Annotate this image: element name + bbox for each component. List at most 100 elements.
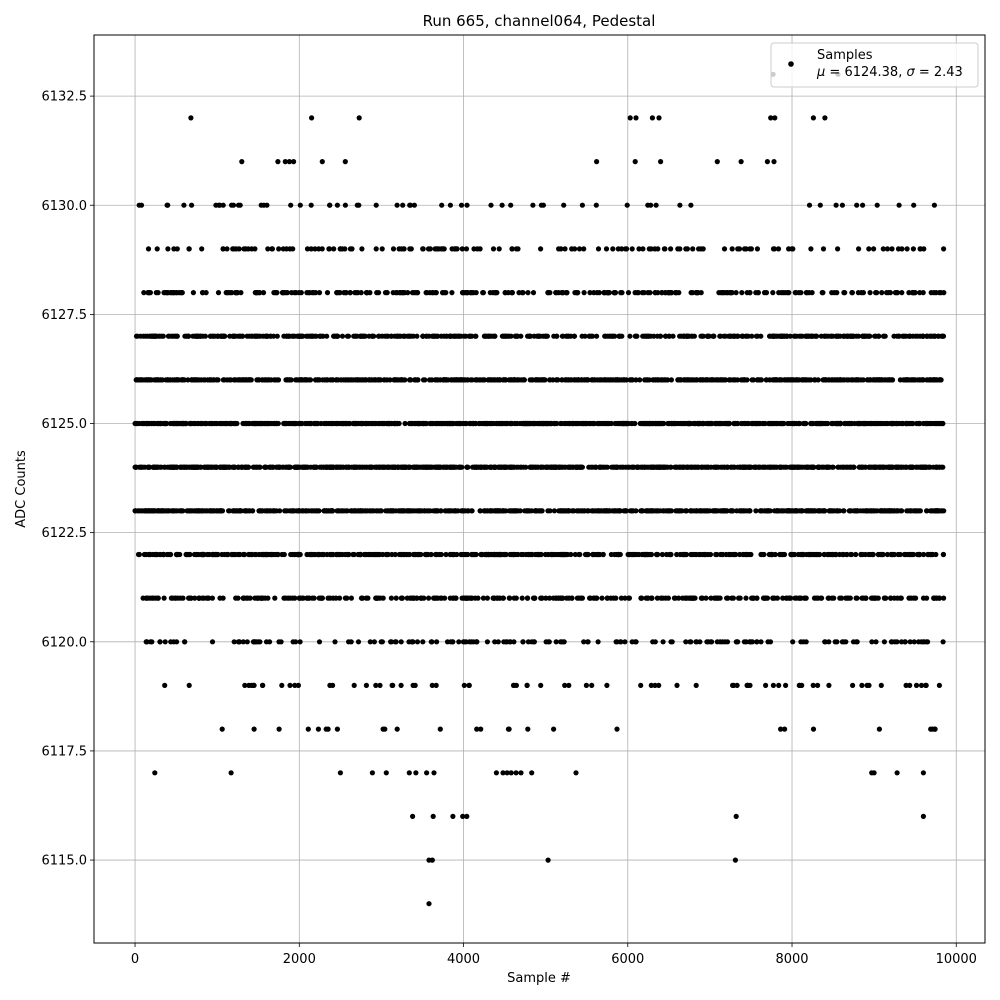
data-point <box>753 420 759 427</box>
data-point <box>468 290 474 296</box>
data-point <box>252 420 258 427</box>
data-point <box>348 595 354 601</box>
data-point <box>199 246 205 252</box>
data-point <box>627 333 633 339</box>
data-point <box>190 290 196 296</box>
data-point <box>835 464 842 470</box>
data-point <box>880 464 886 470</box>
data-point <box>440 290 446 296</box>
data-point <box>294 377 300 383</box>
data-point <box>646 420 652 427</box>
data-point <box>853 551 859 558</box>
data-point <box>575 377 582 383</box>
data-point <box>798 290 804 296</box>
data-point <box>898 595 904 601</box>
data-point <box>402 420 408 427</box>
data-point <box>238 508 244 514</box>
data-point <box>829 551 836 558</box>
data-point <box>737 464 743 470</box>
data-point <box>443 377 450 383</box>
data-point <box>324 377 330 383</box>
data-point <box>840 377 846 383</box>
data-point <box>503 377 509 383</box>
data-point <box>913 595 919 601</box>
data-point <box>741 508 747 514</box>
data-point <box>638 595 644 601</box>
data-point <box>583 377 589 383</box>
data-point <box>171 290 177 296</box>
data-point <box>487 464 493 470</box>
data-point <box>855 333 862 339</box>
data-point <box>931 595 937 601</box>
data-point <box>842 420 848 427</box>
data-point <box>837 551 843 558</box>
data-point <box>581 290 587 296</box>
data-point <box>510 464 516 470</box>
data-point <box>655 246 661 252</box>
data-point <box>393 377 399 383</box>
data-point <box>199 290 206 296</box>
data-point <box>138 377 144 383</box>
data-point <box>287 377 293 383</box>
data-point <box>404 508 410 514</box>
data-point <box>459 290 466 296</box>
data-point <box>469 420 475 427</box>
data-point <box>688 508 694 514</box>
data-point <box>590 551 596 558</box>
data-point <box>728 290 734 296</box>
data-point <box>136 508 142 514</box>
data-point <box>151 333 157 339</box>
data-point <box>458 551 464 558</box>
data-point <box>346 464 352 470</box>
data-point <box>941 246 947 252</box>
data-point <box>747 508 753 514</box>
data-point <box>881 333 887 339</box>
data-point <box>865 508 871 514</box>
data-point <box>429 333 435 339</box>
data-point <box>537 508 543 514</box>
data-point <box>781 551 788 558</box>
data-point <box>235 595 241 601</box>
data-point <box>622 246 629 252</box>
data-point <box>908 595 914 601</box>
data-point <box>427 290 433 296</box>
data-point <box>644 464 650 470</box>
data-point <box>192 464 198 470</box>
data-point <box>853 508 859 514</box>
data-point <box>803 420 809 427</box>
data-point <box>473 290 479 296</box>
data-point <box>404 595 410 601</box>
data-point <box>934 508 940 514</box>
data-point <box>895 551 901 558</box>
data-point <box>866 464 872 470</box>
data-point <box>644 377 650 383</box>
data-point <box>359 508 365 514</box>
data-point <box>673 290 679 296</box>
data-point <box>435 464 441 470</box>
data-point <box>268 333 274 339</box>
data-point <box>170 508 176 514</box>
data-point <box>336 420 342 427</box>
data-point <box>572 290 578 296</box>
data-point <box>500 595 506 601</box>
data-point <box>695 464 702 470</box>
data-point <box>384 290 390 296</box>
data-point <box>936 595 943 601</box>
data-point <box>579 333 585 339</box>
data-point <box>566 595 572 601</box>
data-point <box>517 508 523 514</box>
data-point <box>170 333 176 339</box>
data-point <box>538 464 544 470</box>
data-point <box>792 595 798 601</box>
data-point <box>430 464 436 470</box>
data-point <box>933 420 939 427</box>
data-point <box>262 464 269 470</box>
data-point <box>829 464 835 470</box>
data-point <box>275 464 282 470</box>
data-point <box>850 377 856 383</box>
data-point <box>726 377 732 383</box>
data-point <box>464 464 470 470</box>
data-point <box>353 290 359 296</box>
data-point <box>359 246 365 252</box>
